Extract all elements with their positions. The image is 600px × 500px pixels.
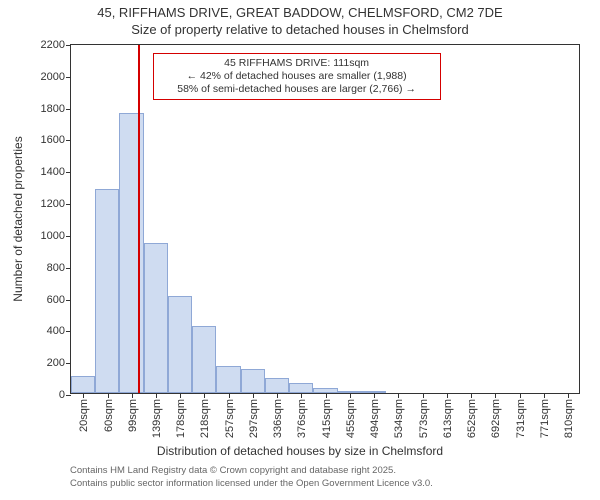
x-tick-label: 178sqm: [173, 399, 187, 438]
y-tick-label: 1400: [41, 166, 71, 178]
chart-title-line2: Size of property relative to detached ho…: [0, 22, 600, 37]
x-tick-label: 652sqm: [464, 399, 478, 438]
subject-property-marker: [138, 45, 140, 393]
histogram-bar: [192, 326, 216, 393]
x-tick-mark: [471, 393, 472, 398]
footnote-line-1: Contains HM Land Registry data © Crown c…: [70, 465, 396, 476]
x-tick-mark: [423, 393, 424, 398]
x-tick-mark: [229, 393, 230, 398]
x-tick-mark: [568, 393, 569, 398]
y-tick-label: 1600: [41, 134, 71, 146]
annotation-line-1: 45 RIFFHAMS DRIVE: 111sqm: [160, 57, 434, 70]
x-tick-mark: [132, 393, 133, 398]
x-axis-title: Distribution of detached houses by size …: [0, 444, 600, 458]
histogram-bar: [241, 369, 265, 393]
x-tick-label: 771sqm: [537, 399, 551, 438]
histogram-bar: [168, 296, 192, 393]
x-tick-mark: [447, 393, 448, 398]
y-axis-title: Number of detached properties: [11, 136, 25, 301]
x-tick-label: 494sqm: [367, 399, 381, 438]
x-tick-label: 455sqm: [343, 399, 357, 438]
x-tick-label: 731sqm: [513, 399, 527, 438]
x-tick-label: 218sqm: [197, 399, 211, 438]
y-tick-label: 400: [47, 325, 71, 337]
histogram-bar: [216, 366, 240, 393]
x-tick-label: 692sqm: [488, 399, 502, 438]
x-tick-mark: [350, 393, 351, 398]
y-tick-label: 0: [59, 389, 71, 401]
x-tick-mark: [156, 393, 157, 398]
x-tick-label: 573sqm: [416, 399, 430, 438]
x-tick-mark: [204, 393, 205, 398]
y-tick-label: 1000: [41, 230, 71, 242]
x-tick-label: 297sqm: [246, 399, 260, 438]
x-tick-mark: [301, 393, 302, 398]
y-tick-label: 600: [47, 294, 71, 306]
x-tick-mark: [374, 393, 375, 398]
histogram-bar: [289, 383, 313, 393]
x-tick-label: 376sqm: [294, 399, 308, 438]
chart-title-line1: 45, RIFFHAMS DRIVE, GREAT BADDOW, CHELMS…: [0, 5, 600, 20]
x-tick-label: 613sqm: [440, 399, 454, 438]
y-tick-label: 1800: [41, 103, 71, 115]
x-tick-mark: [83, 393, 84, 398]
x-tick-mark: [108, 393, 109, 398]
y-tick-label: 2000: [41, 71, 71, 83]
x-tick-mark: [398, 393, 399, 398]
x-tick-mark: [544, 393, 545, 398]
x-tick-label: 534sqm: [391, 399, 405, 438]
y-tick-label: 2200: [41, 39, 71, 51]
histogram-bar: [71, 376, 95, 394]
y-tick-label: 800: [47, 262, 71, 274]
x-tick-mark: [277, 393, 278, 398]
x-tick-label: 60sqm: [101, 399, 115, 432]
x-tick-mark: [253, 393, 254, 398]
x-tick-mark: [326, 393, 327, 398]
x-tick-label: 99sqm: [125, 399, 139, 432]
x-tick-label: 139sqm: [149, 399, 163, 438]
histogram-bar: [95, 189, 119, 393]
x-tick-mark: [180, 393, 181, 398]
x-tick-label: 415sqm: [319, 399, 333, 438]
annotation-line-3: 58% of semi-detached houses are larger (…: [160, 83, 434, 96]
x-tick-label: 257sqm: [222, 399, 236, 438]
annotation-line-2: ← 42% of detached houses are smaller (1,…: [160, 70, 434, 83]
x-tick-mark: [520, 393, 521, 398]
y-tick-label: 200: [47, 357, 71, 369]
x-tick-label: 336sqm: [270, 399, 284, 438]
x-tick-label: 810sqm: [561, 399, 575, 438]
annotation-box: 45 RIFFHAMS DRIVE: 111sqm ← 42% of detac…: [153, 53, 441, 100]
footnote-line-2: Contains public sector information licen…: [70, 478, 433, 489]
y-tick-label: 1200: [41, 198, 71, 210]
x-tick-label: 20sqm: [76, 399, 90, 432]
property-size-histogram: 45, RIFFHAMS DRIVE, GREAT BADDOW, CHELMS…: [0, 0, 600, 500]
histogram-bar: [265, 378, 289, 393]
histogram-bar: [144, 243, 168, 393]
x-tick-mark: [495, 393, 496, 398]
plot-area: 45 RIFFHAMS DRIVE: 111sqm ← 42% of detac…: [70, 44, 580, 394]
